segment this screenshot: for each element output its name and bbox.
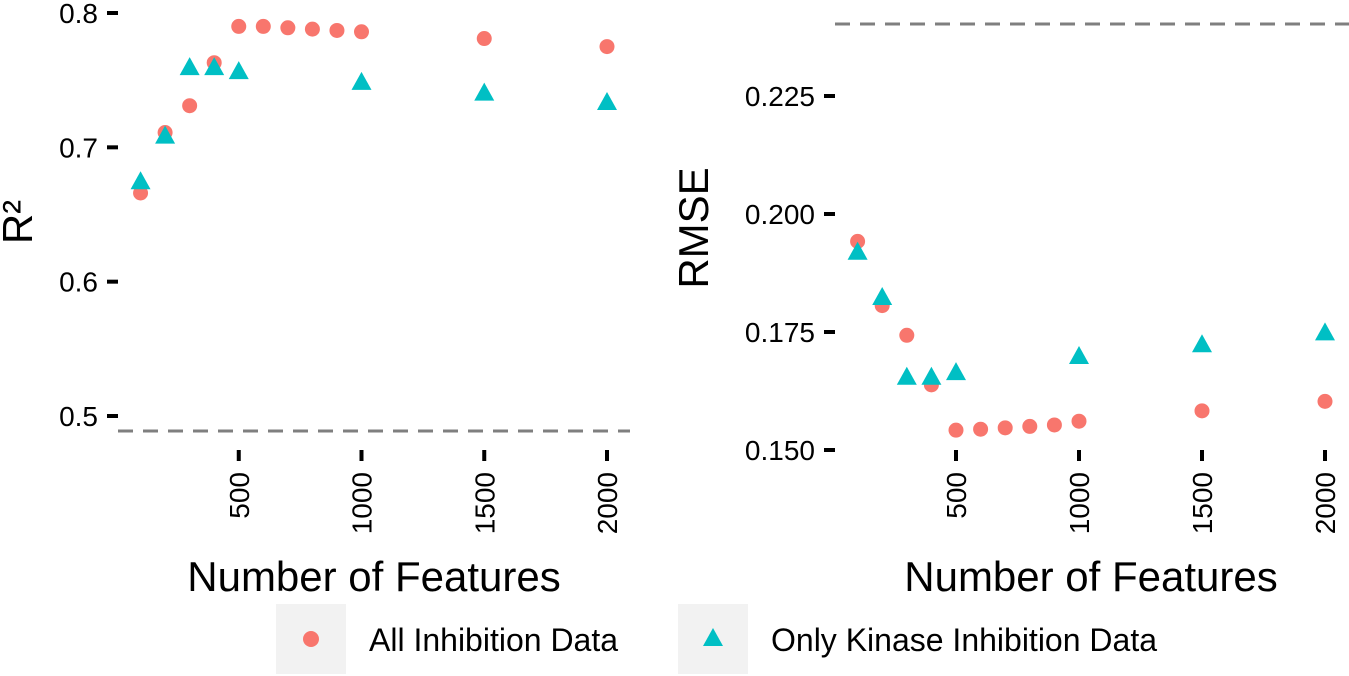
rmse-triangle-point (1069, 346, 1089, 365)
r2-circle-point (304, 21, 320, 37)
rmse-x-tick-label: 500 (941, 472, 972, 519)
rmse-points (847, 233, 1335, 438)
legend-triangle-icon (703, 628, 723, 646)
rmse-circle-point (1022, 418, 1038, 434)
rmse-x-axis: 500 1000 1500 2000 (941, 450, 1341, 534)
legend-label-all-inhibition: All Inhibition Data (369, 622, 618, 658)
rmse-y-tick-label: 0.175 (745, 317, 815, 348)
r2-circle-point (182, 98, 198, 114)
rmse-triangle-point (1192, 334, 1212, 353)
r2-triangle-point (204, 57, 225, 76)
rmse-x-tick-label: 1000 (1064, 472, 1095, 534)
r2-points (130, 18, 617, 201)
r2-triangle-point (155, 125, 176, 144)
rmse-triangle-point (896, 366, 917, 385)
r2-circle-point (280, 20, 296, 36)
rmse-circle-point (1071, 413, 1087, 429)
r2-y-tick-label: 0.5 (59, 401, 98, 432)
rmse-circle-point (850, 233, 866, 249)
rmse-circle-point (997, 420, 1013, 436)
rmse-triangle-point (1315, 322, 1335, 341)
rmse-circle-point (948, 422, 964, 438)
r2-y-tick-label: 0.8 (59, 0, 98, 29)
rmse-circle-point (1046, 417, 1062, 433)
rmse-x-tick-label: 1500 (1187, 472, 1218, 534)
r2-x-axis-title: Number of Features (187, 553, 561, 600)
rmse-y-tick-label: 0.150 (745, 435, 815, 466)
r2-panel: 0.5 0.6 0.7 0.8 500 1000 1500 2000 R² Number o… (0, 0, 630, 600)
legend: All Inhibition Data Only Kinase Inhibiti… (276, 604, 1157, 674)
r2-circle-point (476, 31, 492, 47)
r2-x-tick-label: 1500 (469, 472, 500, 534)
r2-triangle-point (597, 92, 617, 111)
rmse-y-axis: 0.150 0.175 0.200 0.225 (745, 81, 835, 466)
r2-circle-point (255, 18, 271, 34)
legend-item-all-inhibition: All Inhibition Data (276, 604, 618, 674)
rmse-y-tick-label: 0.225 (745, 81, 815, 112)
rmse-panel: 0.150 0.175 0.200 0.225 500 1000 1500 2000 RMS… (670, 22, 1349, 600)
rmse-circle-point (1194, 403, 1210, 419)
legend-item-only-kinase: Only Kinase Inhibition Data (678, 604, 1157, 674)
rmse-circle-point (899, 327, 915, 343)
r2-circle-point (329, 22, 345, 38)
rmse-triangle-point (921, 366, 942, 385)
rmse-x-tick-label: 2000 (1310, 472, 1341, 534)
r2-triangle-point (130, 171, 151, 190)
rmse-y-tick-label: 0.200 (745, 199, 815, 230)
r2-x-tick-label: 1000 (347, 472, 378, 534)
r2-x-tick-label: 500 (224, 472, 255, 519)
r2-x-axis: 500 1000 1500 2000 (224, 450, 623, 534)
rmse-x-axis-title: Number of Features (904, 553, 1278, 600)
r2-y-tick-label: 0.7 (59, 132, 98, 163)
r2-circle-point (231, 18, 247, 34)
rmse-triangle-point (872, 287, 893, 306)
rmse-circle-point (973, 421, 989, 437)
rmse-triangle-point (946, 362, 966, 381)
r2-y-axis: 0.5 0.6 0.7 0.8 (59, 0, 118, 432)
r2-triangle-point (474, 82, 495, 101)
r2-triangle-point (351, 71, 372, 90)
rmse-y-axis-title: RMSE (670, 167, 717, 288)
legend-label-only-kinase: Only Kinase Inhibition Data (771, 622, 1157, 658)
r2-y-tick-label: 0.6 (59, 267, 98, 298)
rmse-triangle-point (847, 241, 868, 260)
r2-x-tick-label: 2000 (592, 472, 623, 534)
legend-circle-icon (303, 631, 319, 647)
r2-circle-point (354, 24, 369, 40)
rmse-circle-point (1317, 393, 1333, 409)
r2-triangle-point (228, 61, 249, 80)
r2-y-axis-title: R² (0, 200, 41, 244)
r2-circle-point (599, 39, 615, 55)
r2-triangle-point (179, 57, 200, 76)
